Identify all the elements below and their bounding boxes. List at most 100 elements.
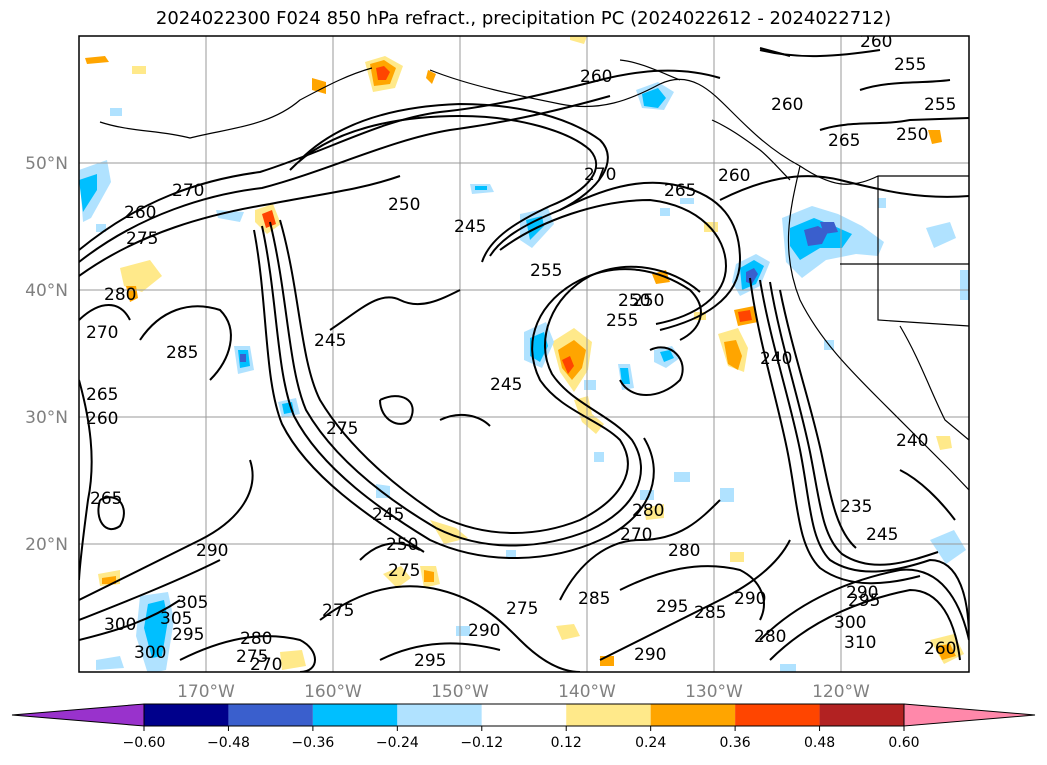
contour-label: 255 bbox=[894, 55, 926, 75]
colorbar-tick-label: 0.12 bbox=[551, 735, 582, 751]
contour-label: 260 bbox=[860, 32, 892, 52]
contour-label: 265 bbox=[828, 131, 860, 151]
contour-label: 285 bbox=[166, 343, 198, 363]
contour-label: 285 bbox=[578, 589, 610, 609]
colorbar-tick-label: −0.24 bbox=[376, 735, 419, 751]
contour-label: 265 bbox=[86, 385, 118, 405]
contour-label: 260 bbox=[924, 639, 956, 659]
colorbar-segment bbox=[397, 704, 482, 726]
contour-label: 290 bbox=[846, 583, 878, 603]
contour-label: 270 bbox=[250, 655, 282, 675]
contour-label: 260 bbox=[771, 95, 803, 115]
lat-label: 20°N bbox=[25, 535, 68, 555]
contour-label: 270 bbox=[86, 323, 118, 343]
contour-label: 245 bbox=[314, 331, 346, 351]
contour-label: 275 bbox=[326, 419, 358, 439]
lon-label: 170°W bbox=[177, 682, 235, 702]
colorbar-extend-min bbox=[11, 703, 145, 727]
colorbar-segment bbox=[819, 704, 904, 726]
contour-label: 260 bbox=[124, 203, 156, 223]
lon-label: 160°W bbox=[304, 682, 362, 702]
contour-label: 275 bbox=[506, 599, 538, 619]
colorbar-extend-max bbox=[903, 703, 1036, 727]
contour-label: 295 bbox=[656, 597, 688, 617]
contour-label: 250 bbox=[386, 535, 418, 555]
contour-label: 280 bbox=[240, 629, 272, 649]
contour-label: 260 bbox=[580, 67, 612, 87]
contour-label: 270 bbox=[172, 181, 204, 201]
contour-label: 240 bbox=[760, 349, 792, 369]
latitude-labels: 50°N 40°N 30°N 20°N bbox=[25, 154, 68, 555]
colorbar-tick-label: 0.24 bbox=[635, 735, 666, 751]
contour-label: 245 bbox=[454, 217, 486, 237]
contour-label: 270 bbox=[584, 165, 616, 185]
contour-label: 280 bbox=[754, 627, 786, 647]
lat-label: 30°N bbox=[25, 408, 68, 428]
refractivity-contours bbox=[79, 47, 969, 672]
colorbar-tick-label: −0.48 bbox=[207, 735, 250, 751]
contour-label: 245 bbox=[372, 505, 404, 525]
colorbar-segment bbox=[228, 704, 313, 726]
contour-label: 275 bbox=[236, 647, 268, 667]
colorbar-segment bbox=[650, 704, 736, 726]
lon-label: 140°W bbox=[558, 682, 616, 702]
colorbar-tick-label: 0.36 bbox=[720, 735, 751, 751]
colorbar-segment bbox=[144, 704, 229, 726]
contour-label: 280 bbox=[632, 501, 664, 521]
contour-label: 290 bbox=[634, 645, 666, 665]
colorbar-segment bbox=[566, 704, 651, 726]
lon-label: 120°W bbox=[812, 682, 870, 702]
contour-label: 310 bbox=[844, 633, 876, 653]
contour-label: 305 bbox=[160, 609, 192, 629]
contour-label: 290 bbox=[734, 589, 766, 609]
contour-label: 270 bbox=[620, 525, 652, 545]
contour-label: 265 bbox=[90, 489, 122, 509]
colorbar-frame bbox=[143, 703, 905, 727]
contour-label: 245 bbox=[866, 525, 898, 545]
colorbar-tick-label: −0.36 bbox=[291, 735, 334, 751]
contour-label: 295 bbox=[848, 591, 880, 611]
contour-label: 280 bbox=[104, 285, 136, 305]
contour-label: 290 bbox=[196, 541, 228, 561]
contour-label: 305 bbox=[176, 593, 208, 613]
contour-label: 285 bbox=[694, 603, 726, 623]
contour-label: 250 bbox=[632, 291, 664, 311]
contour-label: 255 bbox=[924, 95, 956, 115]
contour-label: 255 bbox=[530, 261, 562, 281]
contour-label: 290 bbox=[468, 621, 500, 641]
contour-label: 300 bbox=[134, 643, 166, 663]
contour-label: 240 bbox=[896, 431, 928, 451]
contour-label: 250 bbox=[896, 125, 928, 145]
lat-label: 40°N bbox=[25, 281, 68, 301]
contour-label: 250 bbox=[388, 195, 420, 215]
colorbar-tick-label: 0.48 bbox=[804, 735, 835, 751]
contour-label: 300 bbox=[834, 613, 866, 633]
colorbar-segment bbox=[735, 704, 820, 726]
colorbar-segment bbox=[312, 704, 398, 726]
map-title: 2024022300 F024 850 hPa refract., precip… bbox=[155, 8, 892, 29]
colorbar-tick-label: 0.60 bbox=[888, 735, 919, 751]
contour-label: 255 bbox=[606, 311, 638, 331]
contour-label: 275 bbox=[322, 601, 354, 621]
colorbar-tick-label: −0.12 bbox=[460, 735, 503, 751]
contour-label: 295 bbox=[414, 651, 446, 671]
contour-label: 300 bbox=[104, 615, 136, 635]
contour-label: 265 bbox=[664, 181, 696, 201]
contour-label: 275 bbox=[388, 561, 420, 581]
contour-label: 235 bbox=[840, 497, 872, 517]
contour-labels: 260 255 260 260 265 255 250 270 265 260 … bbox=[86, 32, 956, 675]
lon-label: 150°W bbox=[431, 682, 489, 702]
contour-label: 250 bbox=[618, 291, 650, 311]
contour-label: 245 bbox=[490, 375, 522, 395]
map-frame bbox=[78, 35, 970, 673]
coastlines bbox=[99, 59, 969, 491]
colorbar-segment bbox=[481, 704, 567, 726]
contour-label: 260 bbox=[718, 166, 750, 186]
longitude-labels: 170°W 160°W 150°W 140°W 130°W 120°W bbox=[177, 682, 870, 702]
contour-label: 280 bbox=[668, 541, 700, 561]
contour-label: 260 bbox=[86, 409, 118, 429]
lat-label: 50°N bbox=[25, 154, 68, 174]
contour-label: 275 bbox=[126, 229, 158, 249]
contour-label: 295 bbox=[172, 625, 204, 645]
